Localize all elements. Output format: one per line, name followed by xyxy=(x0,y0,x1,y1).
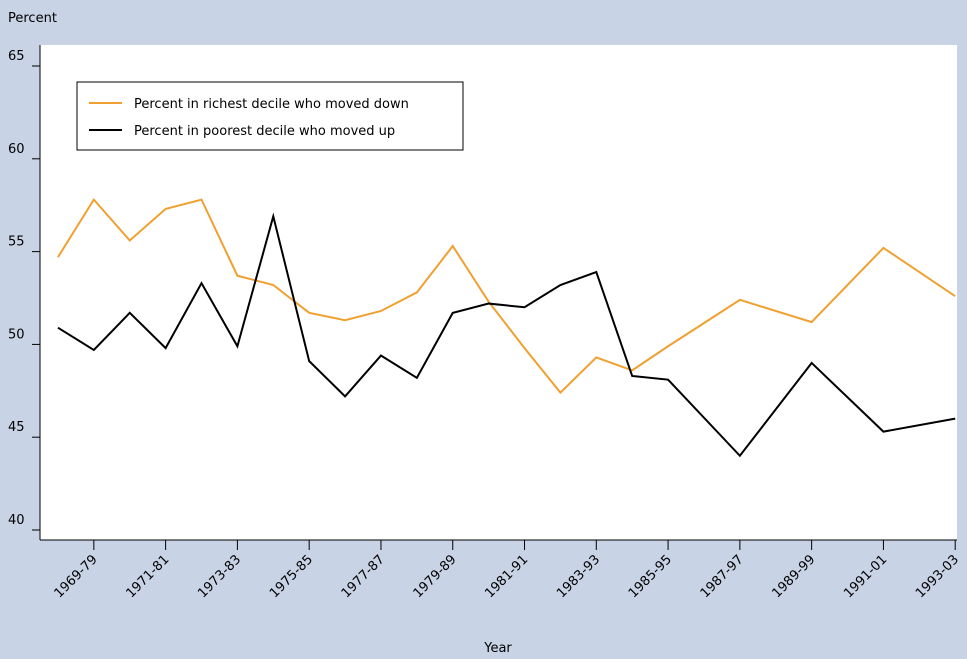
series-line xyxy=(57,197,956,395)
y-tick-label: 65 xyxy=(8,49,25,64)
y-tick-label: 45 xyxy=(8,420,25,435)
series-line xyxy=(57,212,956,458)
y-tick-label: 50 xyxy=(8,327,25,342)
legend-label: Percent in richest decile who moved down xyxy=(134,97,409,112)
y-axis-label: Percent xyxy=(8,11,57,26)
y-tick-label: 40 xyxy=(8,513,25,528)
x-axis-label: Year xyxy=(483,641,512,656)
legend xyxy=(76,81,464,151)
y-tick-label: 60 xyxy=(8,142,25,157)
y-tick-label: 55 xyxy=(8,235,25,250)
legend-label: Percent in poorest decile who moved up xyxy=(134,124,395,139)
